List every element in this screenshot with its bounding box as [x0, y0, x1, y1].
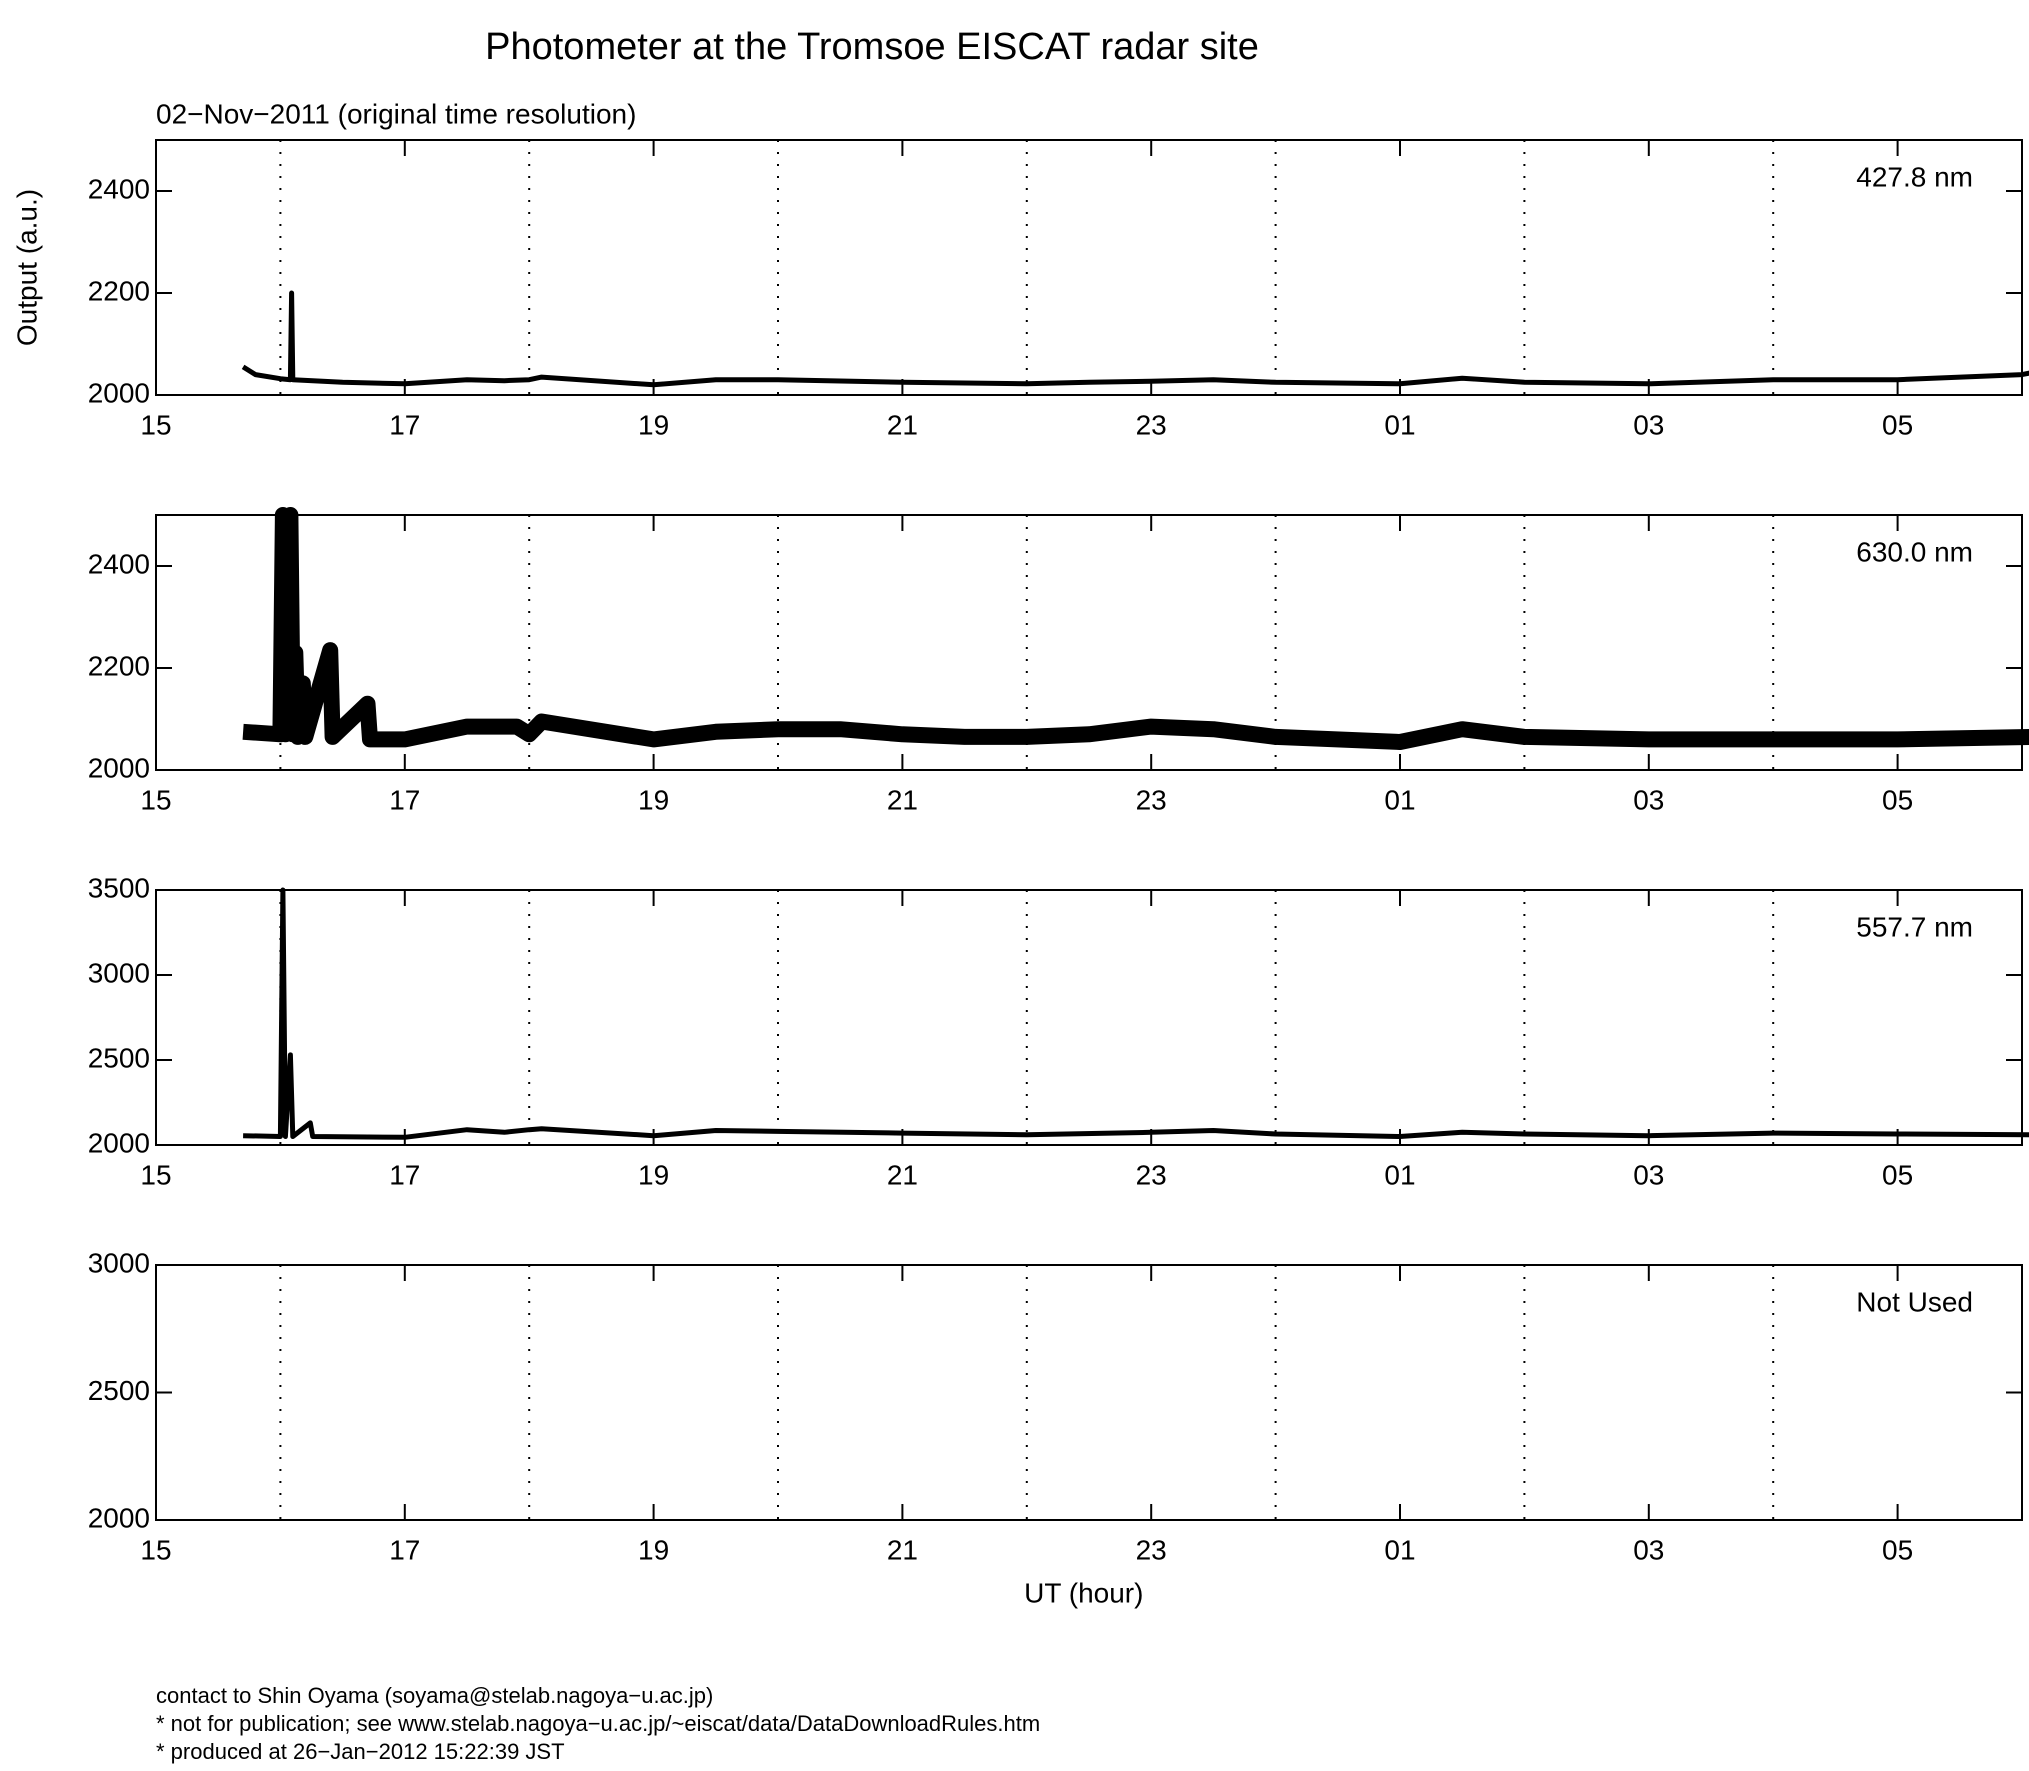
x-tick-label: 19	[638, 784, 669, 815]
y-tick-label: 2400	[88, 548, 150, 579]
panel-label: 557.7 nm	[1856, 911, 1973, 942]
panel-label: Not Used	[1856, 1286, 1973, 1317]
x-tick-label: 19	[638, 1159, 669, 1190]
plot-frame	[155, 139, 2023, 396]
x-tick-label: 23	[1136, 1534, 1167, 1565]
data-line	[242, 507, 2029, 750]
plot-frame	[155, 1264, 2023, 1521]
x-axis-label: UT (hour)	[1024, 1577, 1143, 1608]
y-tick-label: 2500	[88, 1042, 150, 1073]
x-tick-label: 21	[887, 1159, 918, 1190]
y-tick-label: 2200	[88, 650, 150, 681]
x-tick-label: 19	[638, 409, 669, 440]
y-tick-label: 2000	[88, 752, 150, 783]
x-tick-label: 03	[1633, 1534, 1664, 1565]
x-tick-label: 01	[1384, 1534, 1415, 1565]
y-tick-label: 2000	[88, 1502, 150, 1533]
x-tick-label: 23	[1136, 409, 1167, 440]
y-tick-label: 2200	[88, 275, 150, 306]
panel-label: 630.0 nm	[1856, 536, 1973, 567]
x-tick-label: 05	[1882, 409, 1913, 440]
x-tick-label: 01	[1384, 784, 1415, 815]
footer-line: contact to Shin Oyama (soyama@stelab.nag…	[156, 1683, 713, 1708]
plot-frame	[155, 514, 2023, 771]
x-tick-label: 23	[1136, 784, 1167, 815]
panel-label: 427.8 nm	[1856, 161, 1973, 192]
x-tick-label: 21	[887, 784, 918, 815]
x-tick-label: 15	[140, 1159, 171, 1190]
x-tick-label: 03	[1633, 784, 1664, 815]
y-tick-label: 2400	[88, 173, 150, 204]
x-tick-label: 17	[389, 409, 420, 440]
x-tick-label: 05	[1882, 1534, 1913, 1565]
y-tick-label: 3000	[88, 1247, 150, 1278]
footer-line: * not for publication; see www.stelab.na…	[156, 1711, 1040, 1736]
x-tick-label: 23	[1136, 1159, 1167, 1190]
x-tick-label: 05	[1882, 784, 1913, 815]
x-tick-label: 15	[140, 784, 171, 815]
x-tick-label: 01	[1384, 409, 1415, 440]
x-tick-label: 17	[389, 1159, 420, 1190]
data-line	[243, 887, 2029, 1140]
data-line	[241, 290, 2029, 388]
y-tick-label: 3000	[88, 957, 150, 988]
y-tick-label: 2000	[88, 377, 150, 408]
x-tick-label: 15	[140, 1534, 171, 1565]
x-tick-label: 21	[887, 1534, 918, 1565]
x-tick-label: 19	[638, 1534, 669, 1565]
y-tick-label: 2000	[88, 1127, 150, 1158]
x-tick-label: 03	[1633, 409, 1664, 440]
y-tick-label: 3500	[88, 872, 150, 903]
y-axis-label: Output (a.u.)	[11, 189, 42, 346]
x-tick-label: 01	[1384, 1159, 1415, 1190]
y-tick-label: 2500	[88, 1375, 150, 1406]
footer-line: * produced at 26−Jan−2012 15:22:39 JST	[156, 1739, 565, 1764]
subtitle: 02−Nov−2011 (original time resolution)	[156, 98, 636, 129]
x-tick-label: 17	[389, 784, 420, 815]
figure-title: Photometer at the Tromsoe EISCAT radar s…	[485, 26, 1259, 68]
x-tick-label: 15	[140, 409, 171, 440]
x-tick-label: 05	[1882, 1159, 1913, 1190]
x-tick-label: 21	[887, 409, 918, 440]
x-tick-label: 03	[1633, 1159, 1664, 1190]
plot-frame	[155, 889, 2023, 1146]
x-tick-label: 17	[389, 1534, 420, 1565]
